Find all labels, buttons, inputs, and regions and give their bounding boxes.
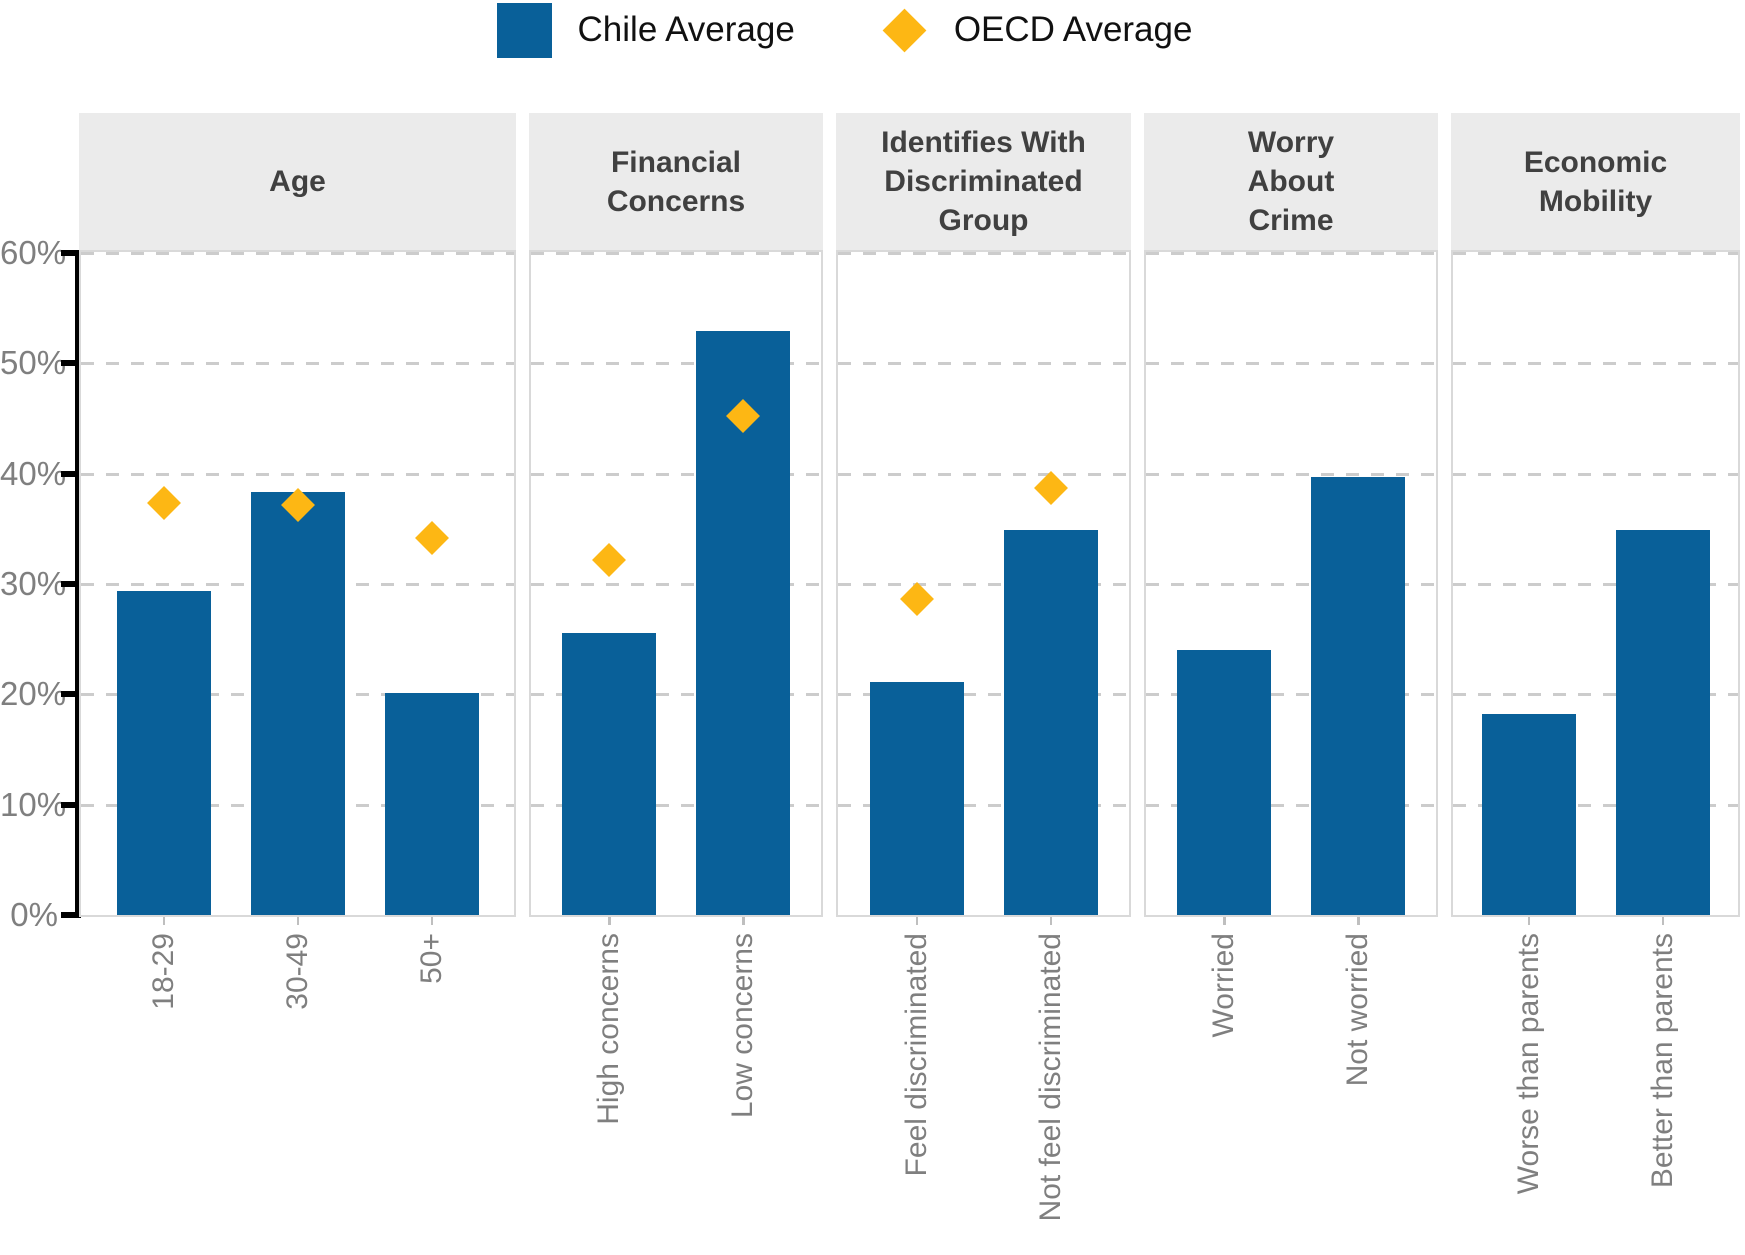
x-axis-tick-label: Low concerns — [726, 933, 759, 1119]
legend-label-chile: Chile Average — [577, 10, 795, 49]
x-axis-tick-mark — [1223, 917, 1226, 925]
gridline — [838, 693, 1129, 697]
facet-header: Worry About Crime — [1144, 113, 1438, 250]
legend-square-marker-chile — [496, 2, 552, 58]
y-axis-tick-mark — [61, 912, 81, 918]
gridline — [81, 252, 514, 256]
bar-worse-than-parents — [1481, 714, 1576, 915]
gridline — [838, 252, 1129, 256]
x-axis-tick-mark — [162, 917, 165, 925]
bar-better-than-parents — [1615, 529, 1710, 915]
facet-header: Economic Mobility — [1451, 113, 1740, 250]
x-axis-tick-label: Not worried — [1341, 933, 1374, 1087]
y-axis-line — [75, 250, 81, 917]
y-axis-tick-mark — [61, 250, 81, 257]
gridline — [838, 803, 1129, 807]
gridline — [1146, 472, 1436, 476]
x-axis-tick-mark — [742, 917, 745, 925]
facet-title: Identifies With Discriminated Group — [881, 126, 1086, 237]
bar-not-worried — [1311, 476, 1405, 915]
x-axis-tick-label: 18-29 — [146, 933, 180, 1010]
gridline — [1453, 252, 1738, 256]
gridline — [838, 362, 1129, 366]
gridline — [81, 472, 514, 476]
y-axis-tick-mark — [61, 581, 81, 587]
x-axis-tick-mark — [296, 917, 299, 925]
y-axis-tick-mark — [61, 801, 81, 808]
bar-30-49 — [250, 492, 345, 915]
gridline — [531, 252, 821, 256]
y-axis-tick-label: 0% — [10, 896, 58, 933]
x-axis-tick-mark — [1357, 917, 1360, 925]
y-axis-tick-label: 50% — [0, 344, 67, 382]
x-axis-tick-label: Feel discriminated — [899, 933, 933, 1177]
y-axis-tick-label: 20% — [0, 675, 67, 713]
x-axis-tick-label: Worse than parents — [1511, 933, 1545, 1195]
x-axis-tick-label: Not feel discriminated — [1033, 933, 1067, 1222]
gridline — [531, 472, 821, 476]
gridline — [1146, 362, 1436, 366]
gridline — [531, 693, 821, 697]
chart-legend: Chile Average OECD Average — [0, 0, 1717, 60]
x-axis-tick-mark — [1661, 917, 1664, 925]
gridline — [531, 583, 821, 586]
bar-high-concerns — [562, 632, 656, 915]
gridline — [1453, 583, 1738, 586]
x-axis-tick-mark — [915, 917, 918, 925]
gridline — [1146, 583, 1436, 586]
gridline — [1453, 362, 1738, 366]
y-axis-tick-mark — [61, 691, 81, 698]
gridline — [531, 362, 821, 366]
y-axis-tick-label: 10% — [0, 785, 67, 823]
facet-header: Age — [79, 113, 516, 250]
x-axis-tick-label: 30-49 — [280, 933, 314, 1010]
gridline — [531, 803, 821, 807]
gridline — [1146, 252, 1436, 256]
gridline — [81, 362, 514, 366]
facet-title: Economic Mobility — [1523, 145, 1668, 218]
facet-title: Age — [269, 165, 326, 198]
y-axis-tick-label: 60% — [0, 234, 67, 272]
gridline — [838, 583, 1129, 586]
bar-worried — [1177, 650, 1271, 915]
facet-header: Identifies With Discriminated Group — [836, 113, 1131, 250]
x-axis-tick-label: 50+ — [414, 933, 448, 984]
y-axis-tick-label: 40% — [0, 454, 67, 492]
legend-diamond-marker-oecd — [882, 8, 927, 52]
x-axis-tick-mark — [430, 917, 433, 925]
x-axis-tick-label: Better than parents — [1645, 933, 1679, 1189]
y-axis-tick-label: 30% — [0, 565, 67, 602]
x-axis-tick-mark — [1049, 917, 1052, 925]
facet-header: Financial Concerns — [529, 113, 823, 250]
y-axis-tick-mark — [61, 360, 81, 367]
gridline — [1453, 472, 1738, 476]
bar-18-29 — [116, 590, 211, 915]
facet-title: Financial Concerns — [606, 145, 746, 218]
gridline — [1453, 693, 1738, 697]
facet-title: Worry About Crime — [1247, 126, 1335, 237]
x-axis-tick-label: Worried — [1207, 933, 1240, 1038]
bar-feel-discriminated — [869, 682, 964, 915]
x-axis-tick-mark — [1527, 917, 1530, 925]
gridline — [838, 472, 1129, 476]
legend-label-oecd: OECD Average — [953, 10, 1193, 49]
bar-50- — [384, 693, 479, 915]
bar-not-feel-discriminated — [1003, 529, 1098, 915]
gridline — [1146, 693, 1436, 697]
y-axis-tick-mark — [61, 470, 81, 477]
x-axis-tick-label: High concerns — [592, 933, 625, 1125]
gridline — [1453, 803, 1738, 807]
gridline — [1146, 803, 1436, 807]
x-axis-tick-mark — [608, 917, 611, 925]
